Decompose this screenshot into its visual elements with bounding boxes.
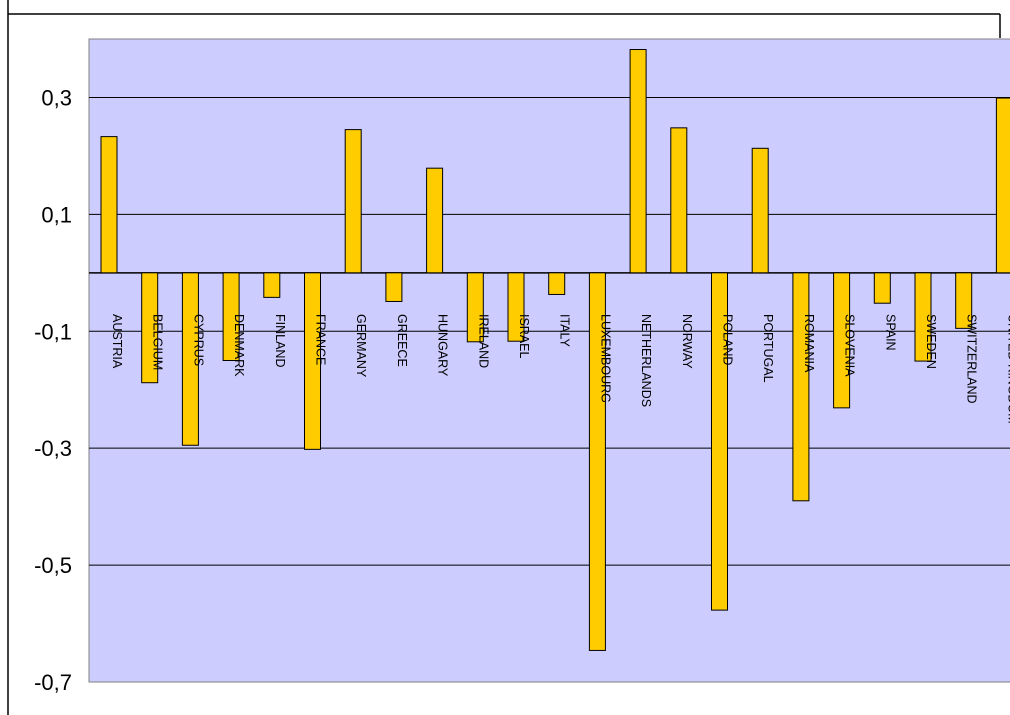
bar-france — [304, 272, 321, 450]
bar-switzerland — [955, 272, 973, 329]
category-label: PORTUGAL — [761, 314, 775, 383]
bar-slovenia — [833, 272, 851, 409]
bar-poland — [711, 272, 728, 611]
y-tick-label: 0,1 — [41, 202, 72, 227]
bar-belgium — [141, 272, 159, 384]
bar-netherlands — [629, 49, 647, 274]
category-label: SWEDEN — [924, 314, 938, 369]
category-label: FRANCE — [314, 314, 328, 365]
bar-portugal — [751, 147, 769, 274]
category-label: ROMANIA — [802, 314, 816, 373]
bar-norway — [670, 127, 688, 274]
plot-area — [88, 38, 1010, 683]
category-label: CYPRUS — [191, 314, 205, 366]
bar-ireland — [466, 272, 484, 343]
chart-frame — [7, 0, 1001, 715]
category-label: ISRAEL — [517, 314, 531, 359]
bars — [100, 49, 1010, 651]
category-label: LUXEMBOURG — [598, 314, 612, 403]
category-label: NORWAY — [680, 314, 694, 369]
bar-hungary — [426, 167, 444, 274]
y-tick-label: -0,1 — [34, 319, 72, 344]
y-tick-label: -0,7 — [34, 670, 72, 695]
bar-finland — [263, 272, 281, 298]
bar-sweden — [914, 272, 932, 362]
category-label: BELGIUM — [151, 314, 165, 370]
y-tick-label: -0,3 — [34, 436, 72, 461]
category-label: ITALY — [558, 314, 572, 348]
bar-greece — [385, 272, 403, 302]
x-axis-category-labels: AUSTRIA BELGIUM CYPRUS DENMARK FINLAND FRANCE… — [110, 314, 1010, 424]
bar-italy — [548, 272, 566, 295]
bar-denmark — [222, 272, 240, 361]
bar-luxembourg — [588, 272, 606, 651]
category-label: NETHERLANDS — [639, 314, 653, 407]
category-label: SPAIN — [883, 314, 897, 351]
category-label: GREECE — [395, 314, 409, 367]
category-label: SWITZERLAND — [965, 314, 979, 404]
bar-cyprus — [181, 272, 199, 446]
category-label: IRELAND — [476, 314, 490, 368]
bar-israel — [507, 272, 525, 342]
y-tick-label: 0,3 — [41, 85, 72, 110]
category-label: DENMARK — [232, 314, 246, 377]
y-tick-label: -0,5 — [34, 553, 72, 578]
category-label: GERMANY — [354, 314, 368, 378]
category-label: UNITED KINGDOM — [1005, 314, 1010, 424]
bar-romania — [792, 272, 810, 502]
bar-united-kingdom — [995, 97, 1010, 274]
y-axis-tick-labels: 0,3 0,1 -0,1 -0,3 -0,5 -0,7 — [34, 85, 72, 695]
category-label: SLOVENIA — [843, 314, 857, 377]
category-label: AUSTRIA — [110, 314, 124, 369]
bar-spain — [873, 272, 891, 304]
category-label: POLAND — [721, 314, 735, 365]
bar-germany — [344, 129, 362, 274]
bar-austria — [100, 136, 118, 274]
category-label: HUNGARY — [436, 314, 450, 377]
category-label: FINLAND — [273, 314, 287, 367]
